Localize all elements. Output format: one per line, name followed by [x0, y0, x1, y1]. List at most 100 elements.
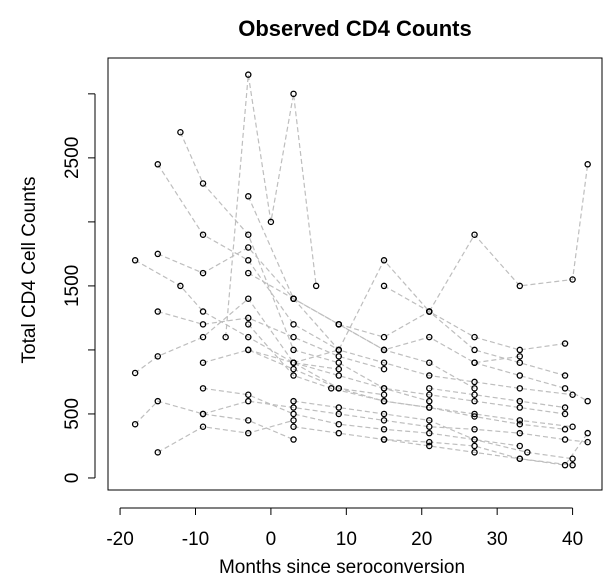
point — [290, 436, 297, 443]
point — [335, 429, 343, 437]
x-tick-label: 20 — [411, 529, 432, 550]
point — [380, 397, 388, 405]
point — [245, 314, 252, 322]
point — [154, 353, 162, 360]
point — [380, 346, 388, 354]
point — [154, 449, 162, 456]
x-tick-label: -10 — [182, 529, 209, 550]
point — [471, 449, 478, 456]
point — [426, 308, 433, 315]
point — [222, 333, 229, 341]
point — [290, 404, 297, 411]
point — [380, 257, 388, 264]
point — [524, 449, 531, 456]
point — [335, 372, 343, 379]
point — [245, 231, 252, 238]
subject-line — [134, 400, 294, 441]
subject-line — [225, 74, 317, 338]
point — [290, 417, 297, 424]
point — [426, 391, 433, 398]
point — [426, 385, 433, 392]
point — [471, 391, 478, 398]
point — [335, 365, 343, 373]
point — [199, 180, 207, 187]
point — [471, 413, 478, 420]
point — [245, 295, 252, 302]
x-axis-title: Months since seroconversion — [219, 557, 465, 578]
point — [245, 429, 252, 437]
point — [335, 359, 343, 366]
point — [426, 372, 433, 379]
point — [584, 429, 591, 437]
point — [516, 346, 524, 354]
x-tick-label: 40 — [562, 529, 583, 550]
point — [569, 461, 576, 469]
point — [471, 426, 478, 433]
point — [245, 193, 252, 200]
x-tick-label: 0 — [266, 529, 277, 550]
point — [471, 231, 478, 238]
point — [516, 372, 524, 379]
point — [290, 365, 297, 373]
point — [380, 426, 388, 433]
subject-line — [383, 432, 589, 466]
point — [516, 404, 524, 411]
point — [177, 282, 184, 290]
y-axis-title: Total CD4 Cell Counts — [19, 177, 40, 364]
point — [290, 410, 297, 418]
point — [290, 346, 297, 354]
point — [584, 438, 591, 446]
subject-line — [248, 349, 566, 415]
point — [380, 410, 388, 418]
point — [380, 282, 388, 290]
point — [561, 426, 569, 433]
point — [426, 417, 433, 424]
subject-line — [429, 387, 566, 409]
point — [290, 372, 297, 379]
point — [290, 321, 297, 328]
point — [245, 391, 252, 398]
subject-line — [202, 400, 588, 443]
point — [516, 385, 524, 392]
point — [290, 295, 297, 302]
point — [335, 404, 343, 411]
point — [199, 410, 207, 418]
point — [154, 250, 162, 258]
point — [516, 359, 524, 366]
point — [380, 365, 388, 373]
point — [335, 385, 343, 392]
point — [335, 346, 343, 354]
y-tick-label: 500 — [62, 398, 83, 430]
point — [199, 269, 207, 277]
point — [584, 161, 591, 168]
point — [569, 423, 576, 430]
y-tick-label: 0 — [62, 473, 83, 484]
subject-line — [157, 419, 294, 453]
point — [380, 385, 388, 392]
point — [199, 385, 207, 392]
point — [426, 404, 433, 411]
point — [335, 321, 343, 328]
point — [131, 420, 139, 428]
subject-line — [293, 164, 589, 364]
point — [561, 385, 569, 392]
point — [199, 231, 207, 238]
subject-line — [293, 400, 573, 460]
point — [290, 333, 297, 341]
subject-line — [202, 349, 566, 430]
x-tick-label: -20 — [106, 529, 133, 550]
plot-frame — [107, 57, 603, 491]
point — [154, 308, 162, 315]
subject-line — [247, 196, 573, 396]
point — [426, 423, 433, 430]
point — [516, 353, 524, 360]
point — [245, 397, 252, 405]
point — [569, 391, 576, 398]
point — [471, 385, 478, 392]
point — [561, 340, 569, 347]
point — [516, 455, 524, 463]
point — [516, 417, 524, 424]
point — [199, 321, 207, 328]
subject-line — [179, 132, 430, 402]
